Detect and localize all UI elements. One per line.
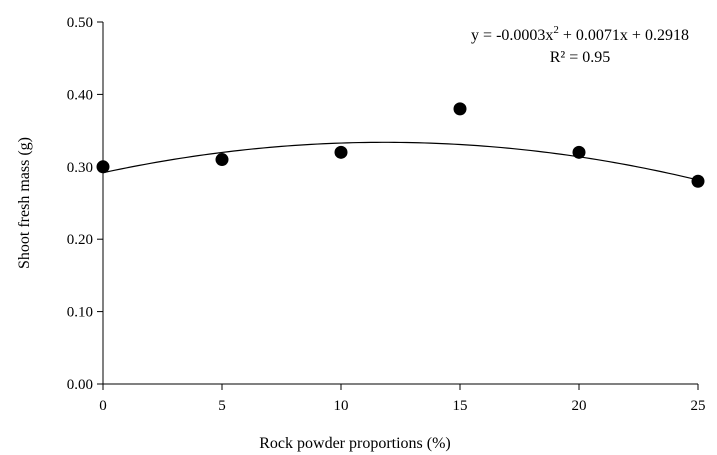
data-point: [334, 145, 348, 159]
x-tick-label: 25: [691, 398, 706, 414]
y-axis-title: Shoot fresh mass (g): [16, 137, 33, 269]
y-tick-label: 0.20: [67, 232, 93, 248]
trend-equation: y = -0.0003x2 + 0.0071x + 0.2918: [471, 24, 689, 44]
data-point: [572, 145, 586, 159]
trend-equation-part-2: + 0.0071x + 0.2918: [559, 27, 689, 44]
data-point: [453, 102, 467, 116]
data-points: [96, 102, 705, 188]
y-tick-label: 0.30: [67, 160, 93, 176]
y-tick-label: 0.00: [67, 377, 93, 393]
data-point: [691, 174, 705, 188]
y-axis: 0.00 0.10 0.20 0.30 0.40 0.50: [67, 15, 103, 393]
x-axis: 0 5 10 15 20 25: [99, 384, 706, 414]
trend-line: [102, 141, 699, 181]
x-tick-label: 5: [218, 398, 226, 414]
x-axis-title: Rock powder proportions (%): [259, 435, 451, 452]
data-point: [96, 160, 110, 174]
y-tick-label: 0.10: [67, 305, 93, 321]
r-squared-label: R² = 0.95: [550, 49, 611, 66]
x-tick-label: 10: [334, 398, 349, 414]
x-tick-label: 20: [572, 398, 587, 414]
x-tick-label: 0: [99, 398, 107, 414]
data-point: [215, 153, 229, 167]
trend-equation-exponent: 2: [553, 24, 559, 36]
y-tick-label: 0.50: [67, 15, 93, 31]
x-tick-label: 15: [453, 398, 468, 414]
y-tick-label: 0.40: [67, 87, 93, 103]
trend-equation-part-1: y = -0.0003x: [471, 27, 553, 44]
